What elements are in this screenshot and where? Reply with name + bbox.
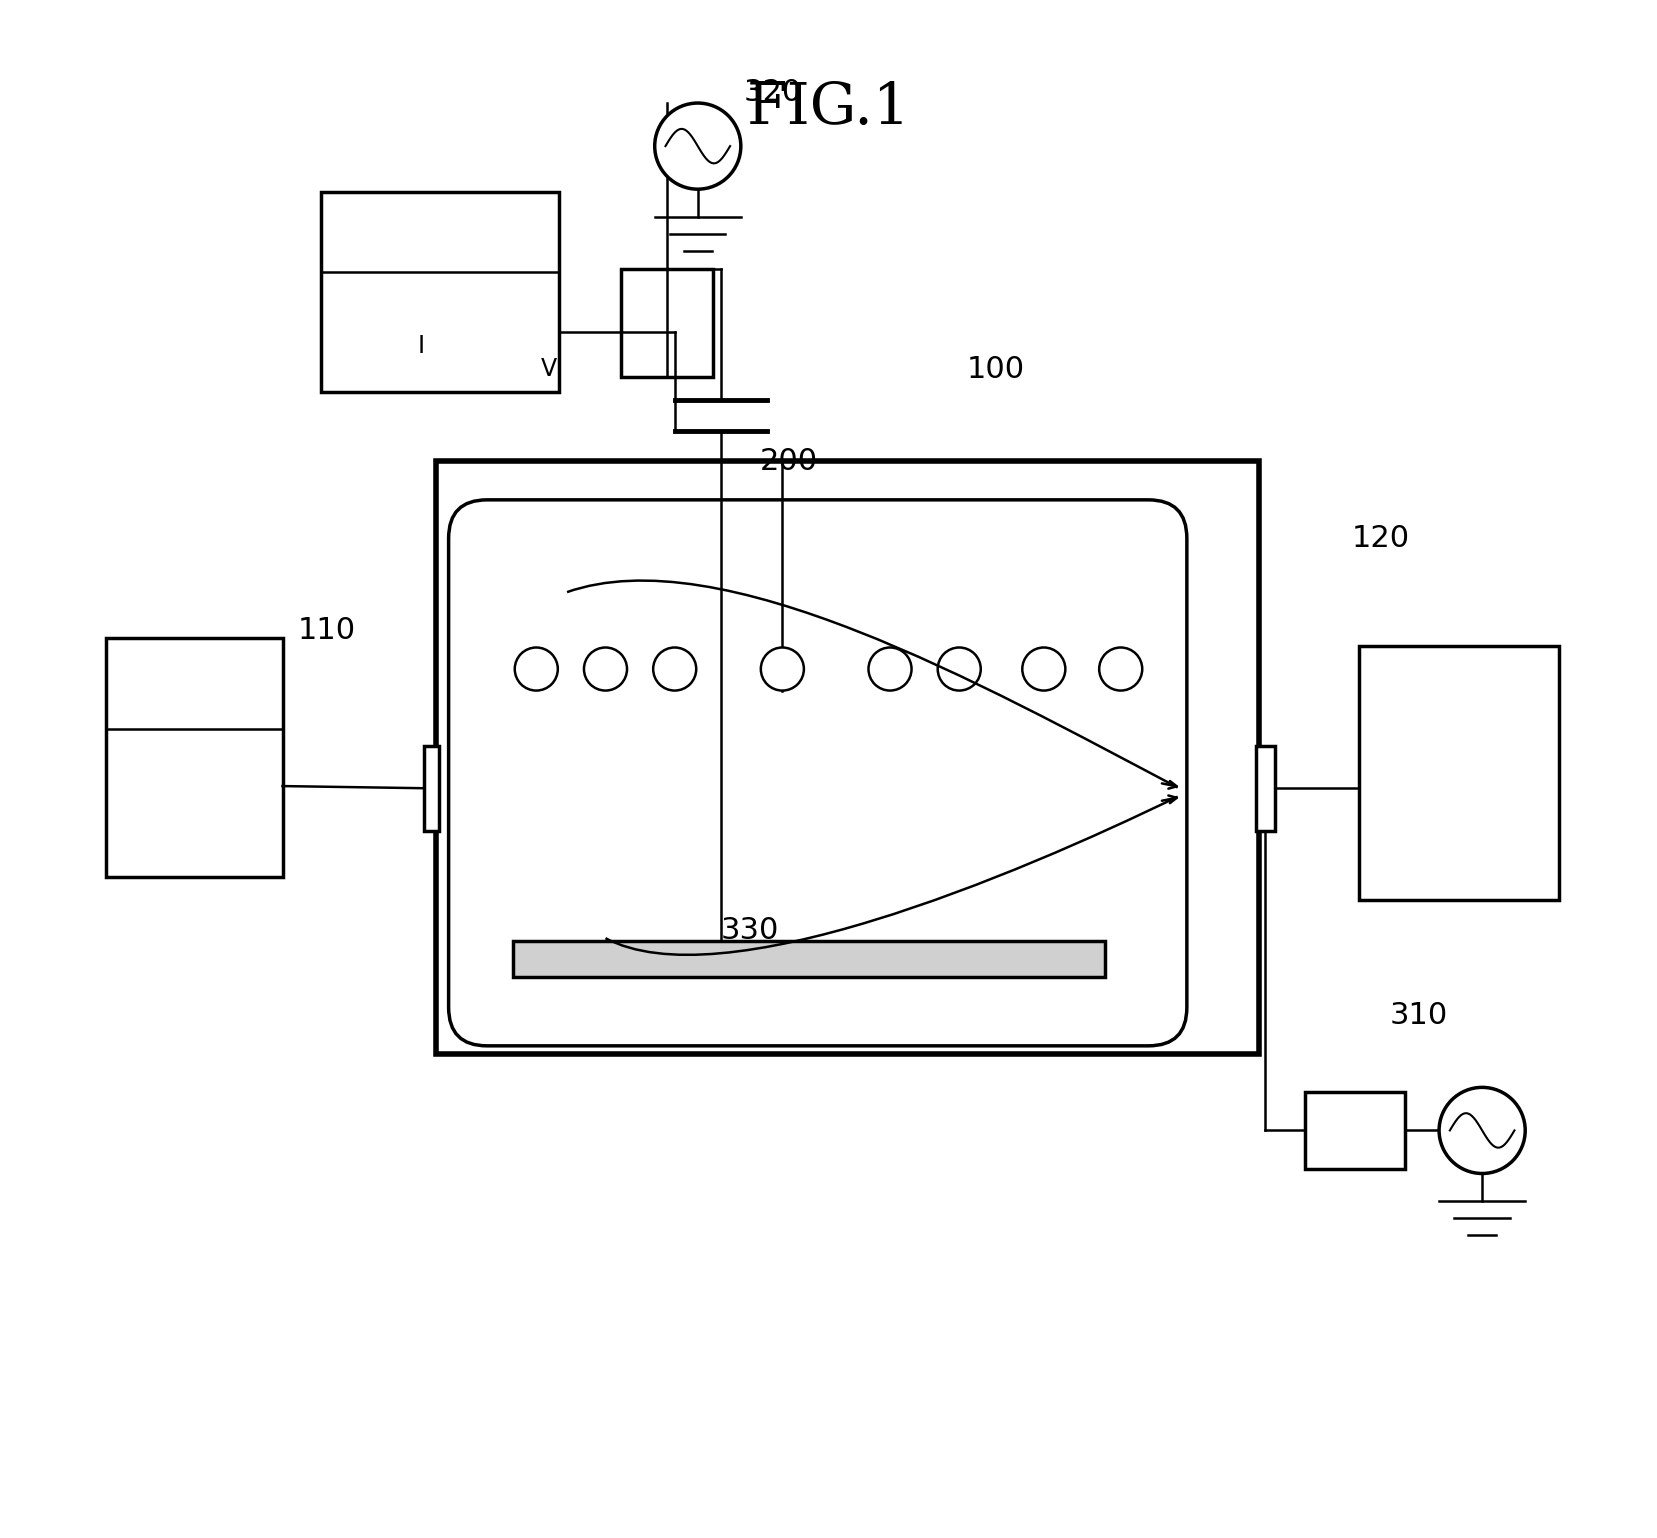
Circle shape — [1099, 647, 1142, 691]
Text: I: I — [418, 334, 424, 358]
Text: 100: 100 — [968, 355, 1026, 383]
FancyBboxPatch shape — [449, 500, 1186, 1046]
Circle shape — [938, 647, 981, 691]
Circle shape — [868, 647, 911, 691]
Text: FIG.1: FIG.1 — [747, 80, 910, 135]
Text: 320: 320 — [744, 78, 802, 106]
Bar — [106, 638, 282, 877]
Text: V: V — [540, 357, 557, 381]
Circle shape — [583, 647, 626, 691]
Circle shape — [761, 647, 804, 691]
Bar — [436, 461, 1259, 1054]
Circle shape — [1022, 647, 1065, 691]
Bar — [1359, 646, 1559, 900]
Bar — [1256, 746, 1274, 831]
Bar — [514, 941, 1105, 977]
Circle shape — [1438, 1087, 1524, 1173]
Text: 330: 330 — [721, 917, 779, 944]
Bar — [621, 269, 713, 377]
Text: 310: 310 — [1390, 1001, 1448, 1029]
Text: 110: 110 — [298, 617, 356, 644]
Bar — [424, 746, 439, 831]
Circle shape — [655, 103, 741, 189]
Circle shape — [515, 647, 558, 691]
Bar — [321, 192, 560, 392]
Text: 120: 120 — [1352, 524, 1410, 552]
Text: 200: 200 — [759, 448, 817, 475]
Bar — [1306, 1092, 1405, 1169]
Circle shape — [653, 647, 696, 691]
